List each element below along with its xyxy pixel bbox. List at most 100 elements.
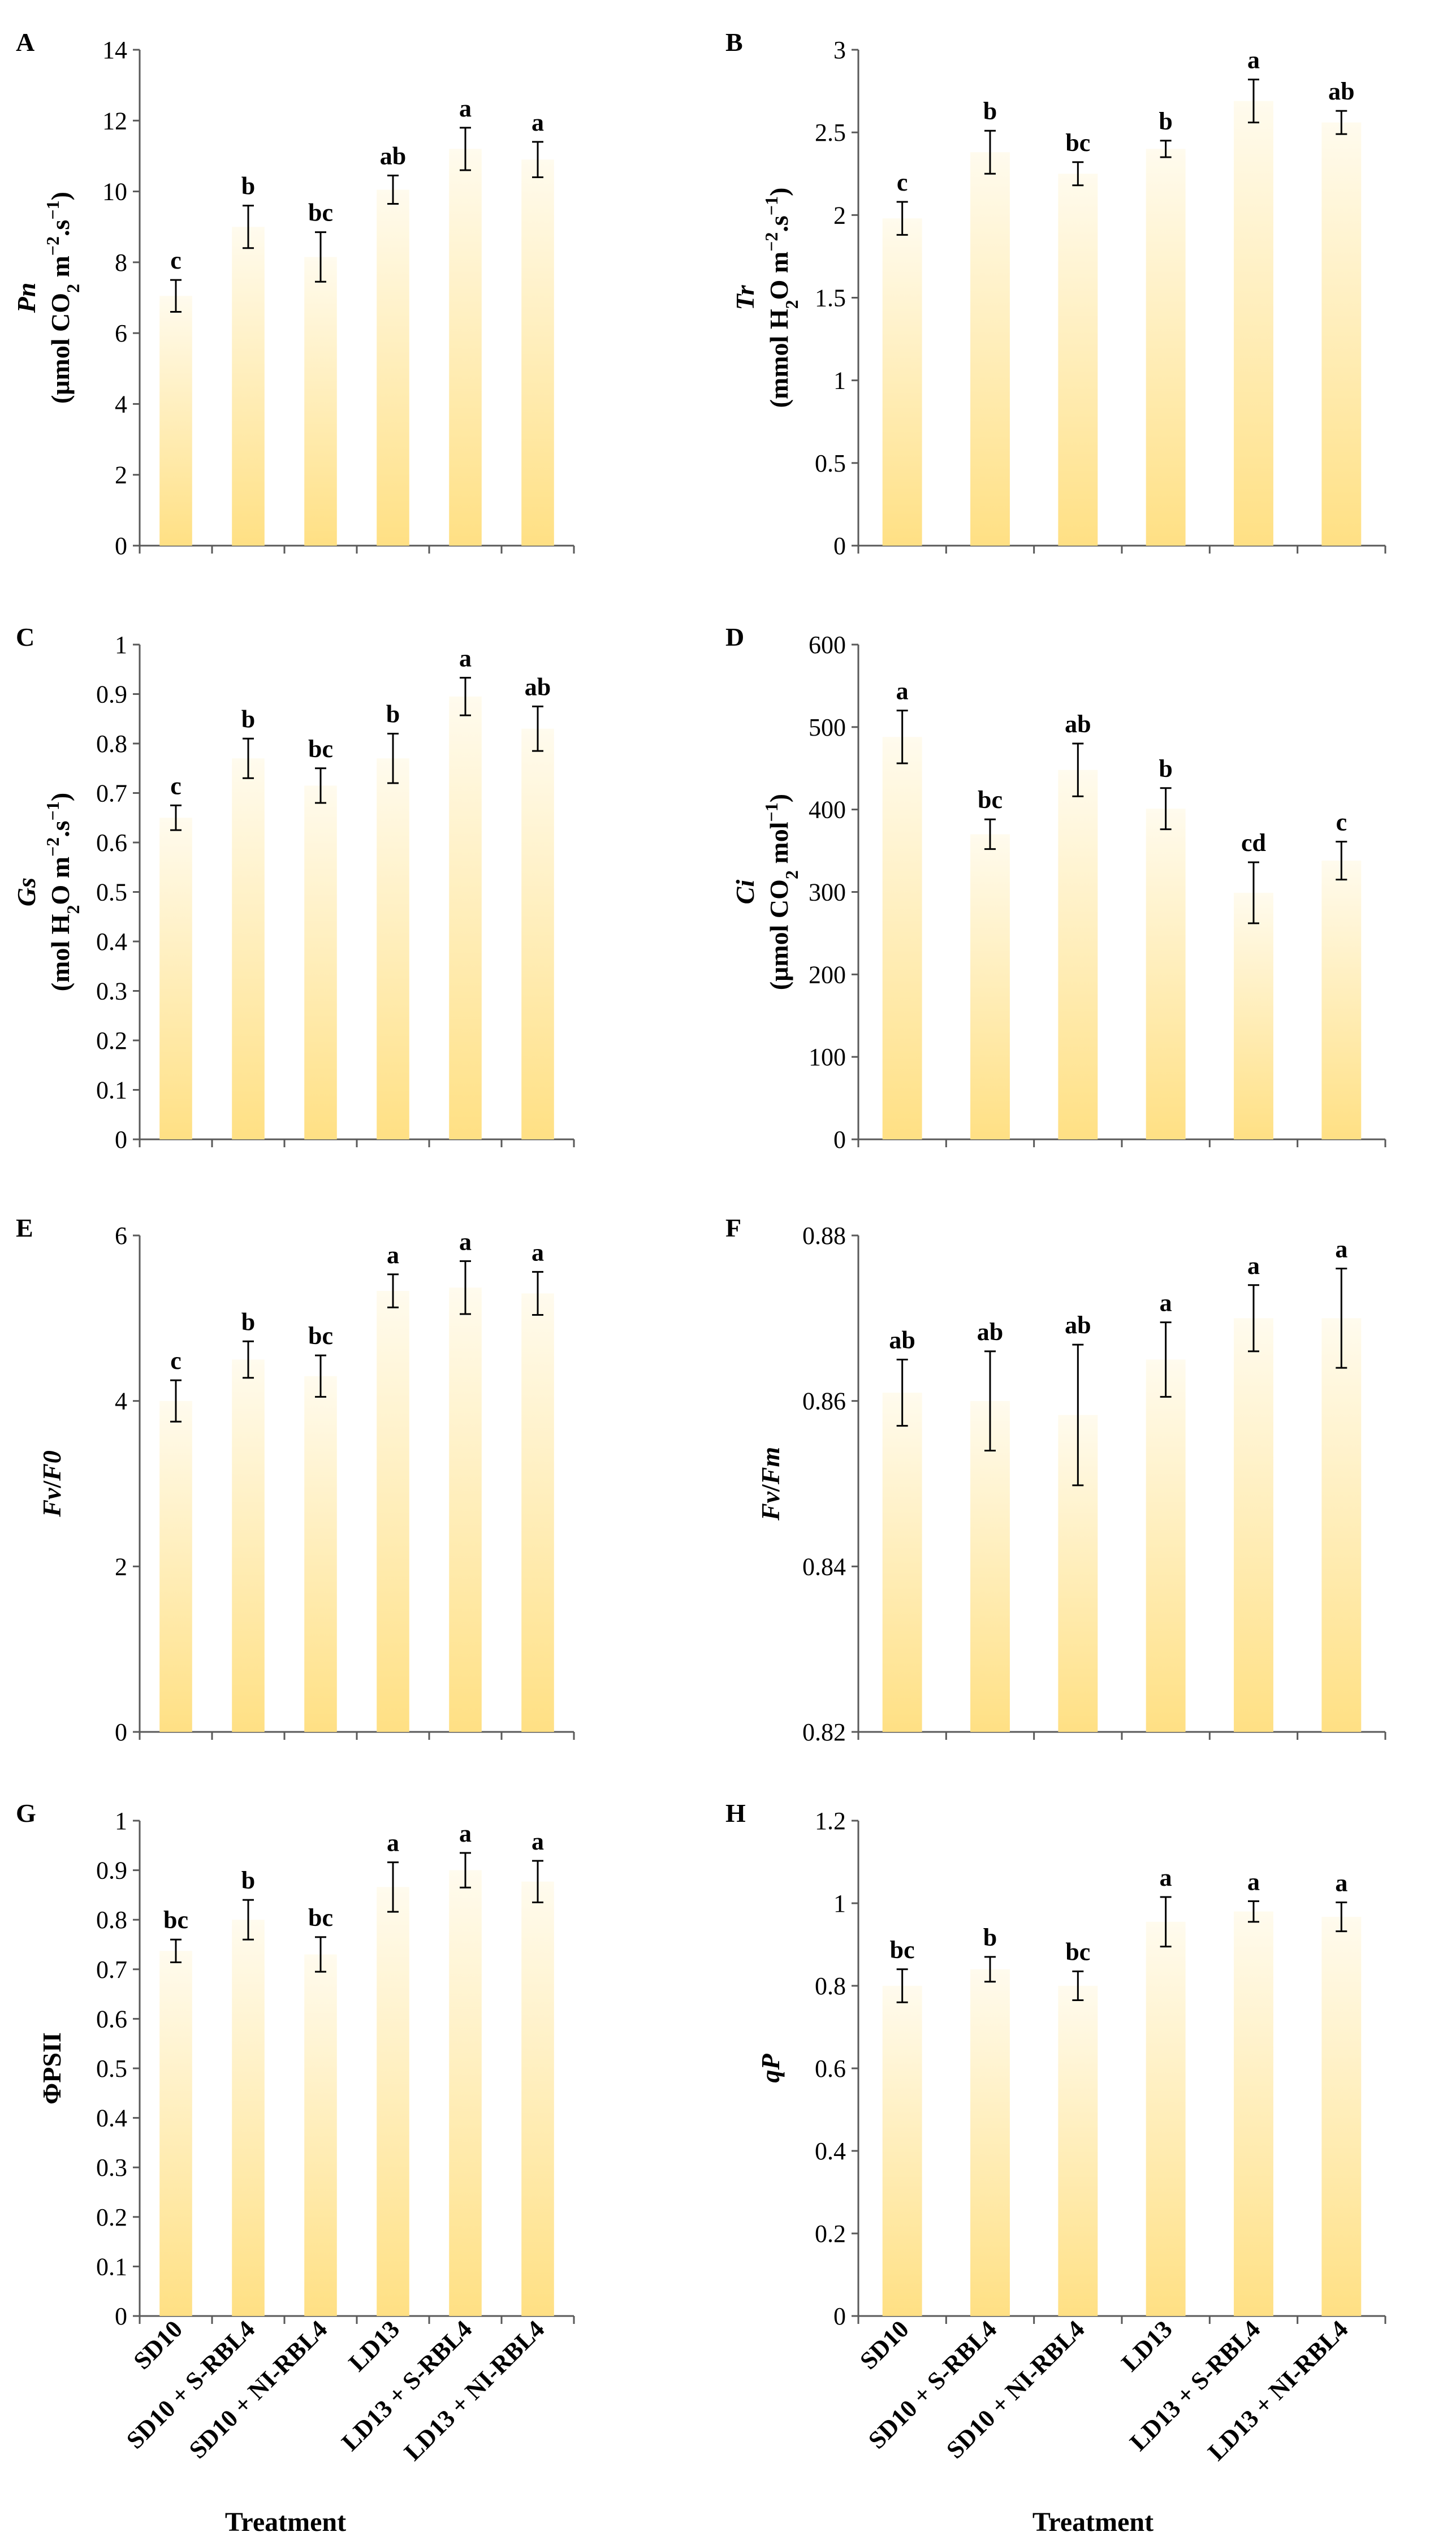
significance-label-c-6: ab xyxy=(525,673,551,701)
bar-f-5 xyxy=(1234,1318,1273,1732)
error-bar-g-6 xyxy=(532,1860,543,1904)
bar-a-2 xyxy=(232,227,265,546)
error-bar-d-4 xyxy=(1160,787,1172,831)
bar-h-4 xyxy=(1146,1921,1186,2316)
y-tick-label: 14 xyxy=(102,36,127,64)
significance-label-f-6: a xyxy=(1335,1235,1347,1263)
bar-b-3 xyxy=(1058,174,1098,546)
y-tick-label: 0 xyxy=(833,2302,846,2330)
error-bar-b-1 xyxy=(896,201,908,236)
bar-f-1 xyxy=(882,1393,922,1732)
error-bar-e-5 xyxy=(460,1260,471,1315)
y-tick-label: 0.7 xyxy=(96,780,127,807)
panel-letter-d: D xyxy=(725,623,744,651)
bar-a-6 xyxy=(521,159,554,546)
significance-label-f-5: a xyxy=(1247,1252,1260,1280)
error-bar-e-3 xyxy=(315,1354,326,1398)
y-tick-label: 0.3 xyxy=(96,978,127,1005)
panel-letter-a: A xyxy=(16,28,34,57)
significance-label-a-4: ab xyxy=(380,142,406,170)
bar-f-6 xyxy=(1321,1318,1362,1732)
error-bar-b-6 xyxy=(1336,110,1347,135)
y-axis-unit-c: (mol H2O m−2.s−1) xyxy=(42,793,83,992)
panel-c: C Gs(mol H2O m−2.s−1) 0 0.1 0.2 0.3 0.4 0.5 0.6 0… xyxy=(12,623,575,1153)
significance-label-c-4: b xyxy=(386,701,400,728)
y-tick-label: 1 xyxy=(115,631,127,659)
panel-h: HqP 0 0.2 0.4 0.6 0.8 1 1.2 bc b bc a a a xyxy=(725,1799,1386,2330)
error-bar-c-5 xyxy=(460,677,471,716)
y-axis-title-f: Fv/Fm xyxy=(756,1447,785,1521)
error-bar-e-4 xyxy=(387,1273,399,1308)
significance-label-f-1: ab xyxy=(889,1326,915,1354)
significance-label-h-6: a xyxy=(1335,1869,1347,1897)
error-bar-g-3 xyxy=(315,1936,326,1973)
significance-label-c-3: bc xyxy=(308,735,333,763)
significance-label-c-5: a xyxy=(459,645,472,672)
error-bar-f-6 xyxy=(1336,1268,1347,1369)
error-bar-a-3 xyxy=(315,231,326,283)
panel-letter-g: G xyxy=(16,1799,36,1827)
panel-letter-f: F xyxy=(725,1213,741,1242)
y-tick-label: 0.1 xyxy=(96,1077,127,1104)
y-tick-label: 0.6 xyxy=(96,829,127,857)
bar-c-3 xyxy=(304,785,337,1139)
significance-label-h-3: bc xyxy=(1065,1938,1090,1965)
bar-e-1 xyxy=(159,1401,192,1732)
x-category-label-right-1: SD10 xyxy=(854,2315,914,2375)
error-bar-d-2 xyxy=(984,818,996,850)
bar-a-4 xyxy=(377,189,409,546)
significance-label-e-2: b xyxy=(241,1308,255,1336)
significance-label-c-1: c xyxy=(170,772,182,800)
error-bar-g-2 xyxy=(243,1899,254,1941)
error-bar-h-1 xyxy=(896,1968,908,2003)
significance-label-b-6: ab xyxy=(1328,77,1354,105)
significance-label-d-3: ab xyxy=(1065,710,1091,738)
y-tick-label: 0.82 xyxy=(802,1718,846,1746)
bar-e-5 xyxy=(449,1287,482,1732)
y-tick-label: 0 xyxy=(833,1126,846,1153)
bar-d-5 xyxy=(1234,892,1273,1139)
y-tick-label: 4 xyxy=(115,1388,127,1415)
bar-d-4 xyxy=(1146,809,1186,1139)
error-bar-g-1 xyxy=(170,1938,182,1964)
y-tick-label: 0.5 xyxy=(96,879,127,906)
significance-label-b-2: b xyxy=(983,97,997,125)
bar-b-1 xyxy=(882,218,922,546)
panel-letter-e: E xyxy=(16,1213,33,1242)
bar-c-5 xyxy=(449,696,482,1139)
y-tick-label: 0 xyxy=(115,532,127,560)
significance-label-g-5: a xyxy=(459,1820,472,1847)
significance-label-d-4: b xyxy=(1159,755,1172,783)
significance-label-f-3: ab xyxy=(1065,1311,1091,1339)
bar-a-1 xyxy=(159,296,192,546)
error-bar-a-4 xyxy=(387,174,399,205)
bar-f-2 xyxy=(970,1401,1010,1732)
y-tick-label: 0.6 xyxy=(96,2005,127,2033)
y-tick-label: 0.88 xyxy=(802,1222,846,1250)
y-tick-label: 12 xyxy=(102,107,127,135)
bar-g-4 xyxy=(377,1887,409,2316)
significance-label-h-4: a xyxy=(1160,1864,1172,1891)
y-tick-label: 0.8 xyxy=(96,1906,127,1934)
bar-g-2 xyxy=(232,1920,265,2316)
y-axis-unit-a: (μmol CO2 m−2.s−1) xyxy=(42,192,83,404)
y-tick-label: 0 xyxy=(115,1126,127,1153)
y-tick-label: 3 xyxy=(833,36,846,64)
significance-label-d-1: a xyxy=(896,677,909,705)
bar-d-2 xyxy=(970,834,1010,1139)
x-category-label-left-4: LD13 xyxy=(343,2315,405,2377)
error-bar-b-4 xyxy=(1160,140,1172,158)
error-bar-f-1 xyxy=(896,1359,908,1427)
y-axis-title-a: Pn xyxy=(12,283,41,314)
error-bar-a-6 xyxy=(532,141,543,179)
x-category-label-left-3: SD10 + NI-RBL4 xyxy=(184,2315,332,2464)
error-bar-c-3 xyxy=(315,767,326,804)
panel-g: G ΦPSII 0 0.1 0.2 0.3 0.4 0.5 0.6 0.7 0.8 0.9 1 bc b bc… xyxy=(16,1799,575,2330)
error-bar-c-6 xyxy=(532,705,543,752)
error-bar-a-2 xyxy=(243,205,254,249)
error-bar-d-3 xyxy=(1072,742,1084,797)
y-tick-label: 0.7 xyxy=(96,1956,127,1984)
error-bar-c-1 xyxy=(170,804,182,831)
error-bar-c-2 xyxy=(243,737,254,779)
y-tick-label: 0.5 xyxy=(815,450,846,477)
